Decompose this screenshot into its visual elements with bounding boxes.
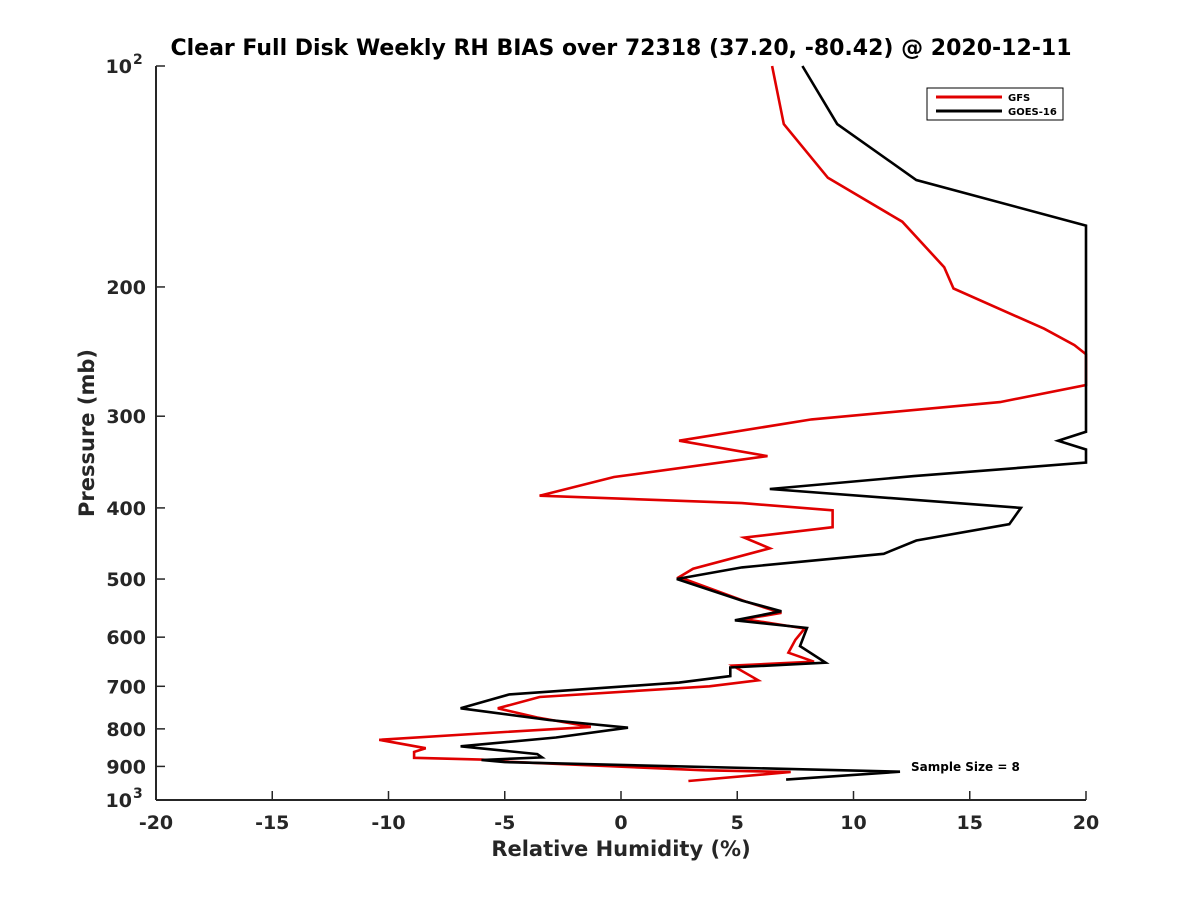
x-ticks: -20 -15 -10 -5 0 5 10 15 20	[139, 791, 1099, 834]
x-tick-label: -5	[494, 812, 515, 834]
x-tick-label: -10	[371, 812, 405, 834]
legend-label-goes16: GOES-16	[1008, 107, 1057, 118]
y-tick-label: 200	[106, 277, 146, 299]
x-tick-label: 5	[731, 812, 744, 834]
x-tick-label: 15	[957, 812, 983, 834]
plot-area	[156, 66, 1086, 800]
y-tick-label: 700	[106, 676, 146, 698]
chart-title: Clear Full Disk Weekly RH BIAS over 7231…	[170, 36, 1071, 61]
sample-size-annotation: Sample Size = 8	[911, 760, 1020, 774]
y-tick-exponent: 3	[133, 786, 143, 802]
y-tick-base: 10	[106, 790, 132, 812]
y-tick-label: 600	[106, 627, 146, 649]
x-tick-label: 0	[614, 812, 627, 834]
y-tick-label: 500	[106, 569, 146, 591]
y-tick-base: 10	[106, 56, 132, 78]
legend-label-gfs: GFS	[1008, 93, 1030, 104]
y-tick-label: 300	[106, 406, 146, 428]
y-tick-label: 400	[106, 498, 146, 520]
y-tick-label: 10	[106, 790, 132, 812]
series-line-goes16	[460, 65, 1088, 781]
legend-box	[926, 87, 1064, 121]
x-axis-title: Relative Humidity (%)	[491, 837, 750, 861]
y-axis-title: Pressure (mb)	[75, 349, 99, 517]
y-tick-label: 800	[106, 719, 146, 741]
y-tick-exponent: 2	[133, 52, 143, 68]
x-tick-label: 20	[1073, 812, 1099, 834]
legend: GFS GOES-16	[926, 87, 1064, 121]
x-tick-label: -20	[139, 812, 173, 834]
series-group	[378, 65, 1088, 783]
x-tick-label: -15	[255, 812, 289, 834]
y-tick-label: 900	[106, 756, 146, 778]
y-tick-label: 10	[106, 56, 132, 78]
plot-background	[156, 66, 1086, 800]
x-tick-label: 10	[840, 812, 866, 834]
axes: -20 -15 -10 -5 0 5 10 15 20 10 220030040050060070…	[106, 52, 1100, 834]
